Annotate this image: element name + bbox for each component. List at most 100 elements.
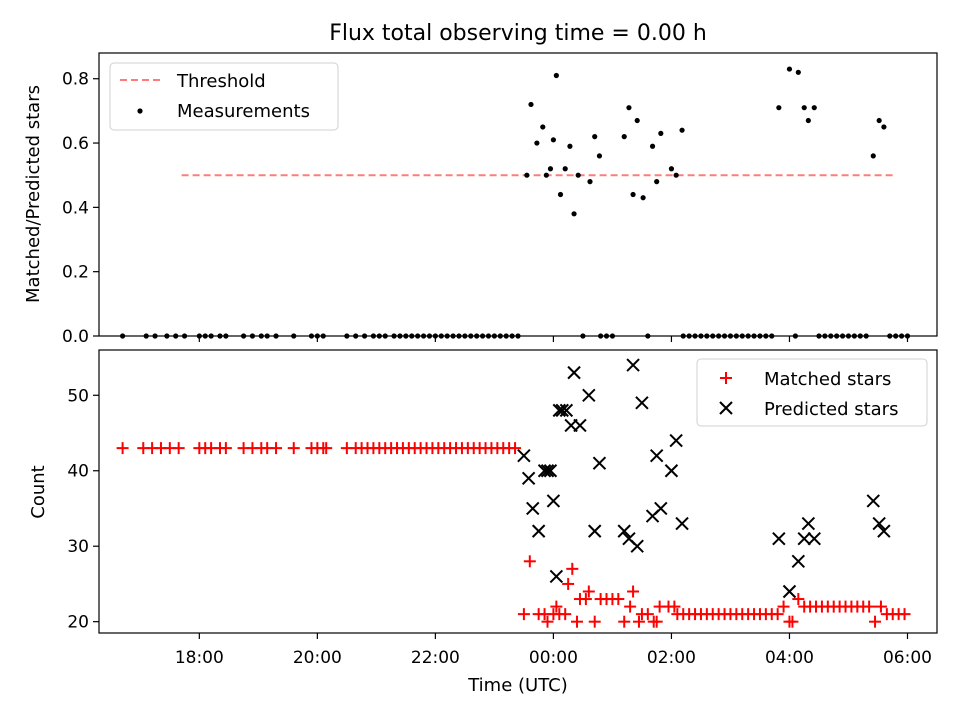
bottom-panel: 20 30 40 50 Count Matched stars Predicted s…: [28, 349, 938, 639]
measurement-point: [571, 211, 577, 217]
y-tick-label: 0.2: [62, 263, 89, 283]
top-marks: [120, 66, 911, 339]
predicted-star-point: [531, 524, 546, 538]
predicted-star-point: [797, 531, 811, 546]
matched-star-point: [898, 608, 911, 621]
predicted-star-point: [675, 516, 689, 531]
legend-predicted-swatch: [719, 401, 733, 415]
matched-star-point: [771, 608, 784, 621]
bottom-legend-box: [696, 358, 928, 427]
predicted-star-point: [782, 584, 797, 599]
predicted-star-point: [866, 494, 880, 508]
matched-star-point: [559, 608, 572, 621]
measurement-point: [562, 166, 568, 172]
predicted-star-point: [567, 365, 581, 380]
measurement-point: [528, 101, 534, 108]
measurement-point: [801, 105, 807, 111]
measurement-point: [654, 179, 660, 185]
x-axis-label: Time (UTC): [467, 675, 568, 696]
predicted-star-point: [559, 403, 574, 418]
measurement-point: [524, 172, 530, 178]
predicted-star-point: [877, 524, 891, 538]
predicted-star-point: [654, 501, 668, 516]
predicted-star-point: [546, 494, 561, 508]
matched-star-point: [668, 600, 681, 613]
y-tick-label: 0.0: [62, 327, 89, 347]
predicted-star-point: [537, 464, 552, 478]
matched-star-point: [777, 600, 790, 613]
matched-star-point: [320, 442, 333, 455]
top-legend: Threshold Measurements: [109, 62, 339, 131]
predicted-star-point: [669, 433, 683, 448]
predicted-star-point: [588, 524, 602, 538]
matched-star-point: [550, 600, 563, 613]
measurement-point: [795, 69, 801, 75]
measurement-point: [626, 105, 632, 111]
matched-star-point: [287, 442, 300, 455]
top-panel: 0.00.20.40.60.8 Matched/Predicted stars …: [23, 52, 938, 347]
predicted-star-point: [582, 388, 596, 402]
bottom-plot-frame: [98, 349, 938, 634]
measurement-point: [805, 117, 811, 124]
measurement-point: [876, 117, 882, 124]
measurement-point: [786, 66, 793, 72]
measurement-point: [811, 105, 817, 111]
measurement-point: [634, 117, 640, 124]
measurement-point: [543, 172, 549, 178]
matched-star-point: [786, 615, 799, 628]
matched-star-point: [874, 600, 887, 613]
matched-star-point: [869, 615, 882, 628]
measurement-point: [547, 166, 554, 172]
predicted-star-point: [649, 448, 664, 463]
measurement-point: [658, 130, 664, 136]
measurement-point: [575, 172, 581, 178]
matched-star-point: [863, 600, 876, 613]
measurement-point: [587, 179, 593, 185]
bottom-y-label: Count: [28, 465, 49, 518]
bottom-axis-ticks: 20 30 40 50: [67, 386, 909, 639]
legend-predicted-label: Predicted stars: [764, 399, 898, 420]
y-tick-label: 40: [67, 462, 89, 482]
measurement-point: [649, 143, 656, 149]
matched-star-point: [116, 442, 129, 455]
y-tick-label: 0.8: [62, 70, 89, 90]
predicted-star-point: [543, 464, 558, 478]
predicted-star-point: [555, 403, 569, 418]
measurement-point: [679, 127, 685, 133]
matched-star-point: [582, 585, 595, 598]
top-axis-ticks: 0.0 0.2 0.4 0.6 0.8: [62, 70, 909, 347]
matched-star-point: [172, 442, 185, 455]
measurement-point: [557, 191, 564, 198]
matched-star-point: [523, 555, 536, 568]
top-y-label: Matched/Predicted stars: [23, 85, 44, 303]
measurement-point: [567, 143, 573, 149]
matched-star-point: [632, 615, 645, 628]
measurement-point: [881, 124, 887, 130]
matched-star-point: [650, 615, 663, 628]
predicted-star-point: [791, 554, 806, 569]
predicted-star-point: [635, 396, 649, 410]
matched-star-point: [517, 608, 530, 621]
y-tick-label: 0.6: [62, 134, 89, 154]
legend-matched-swatch: [720, 372, 732, 384]
predicted-star-point: [517, 448, 531, 463]
x-tick-label: 22:00: [411, 648, 460, 668]
measurement-point: [553, 72, 559, 79]
y-tick-label: 20: [67, 613, 89, 633]
legend-measurements-swatch: [137, 108, 143, 114]
measurement-point: [870, 153, 876, 159]
matched-star-point: [624, 600, 637, 613]
measurement-point: [592, 134, 598, 140]
predicted-star-point: [772, 531, 786, 546]
legend-measurements-label: Measurements: [177, 101, 310, 122]
matched-star-point: [641, 608, 654, 621]
y-tick-label: 50: [67, 386, 89, 406]
measurement-point: [596, 153, 603, 159]
predicted-star-point: [573, 418, 587, 433]
predicted-star-point: [801, 516, 816, 531]
matched-star-point: [579, 593, 592, 606]
measurement-point: [640, 195, 646, 201]
measurement-point: [550, 137, 557, 143]
matched-star-point: [541, 615, 554, 628]
